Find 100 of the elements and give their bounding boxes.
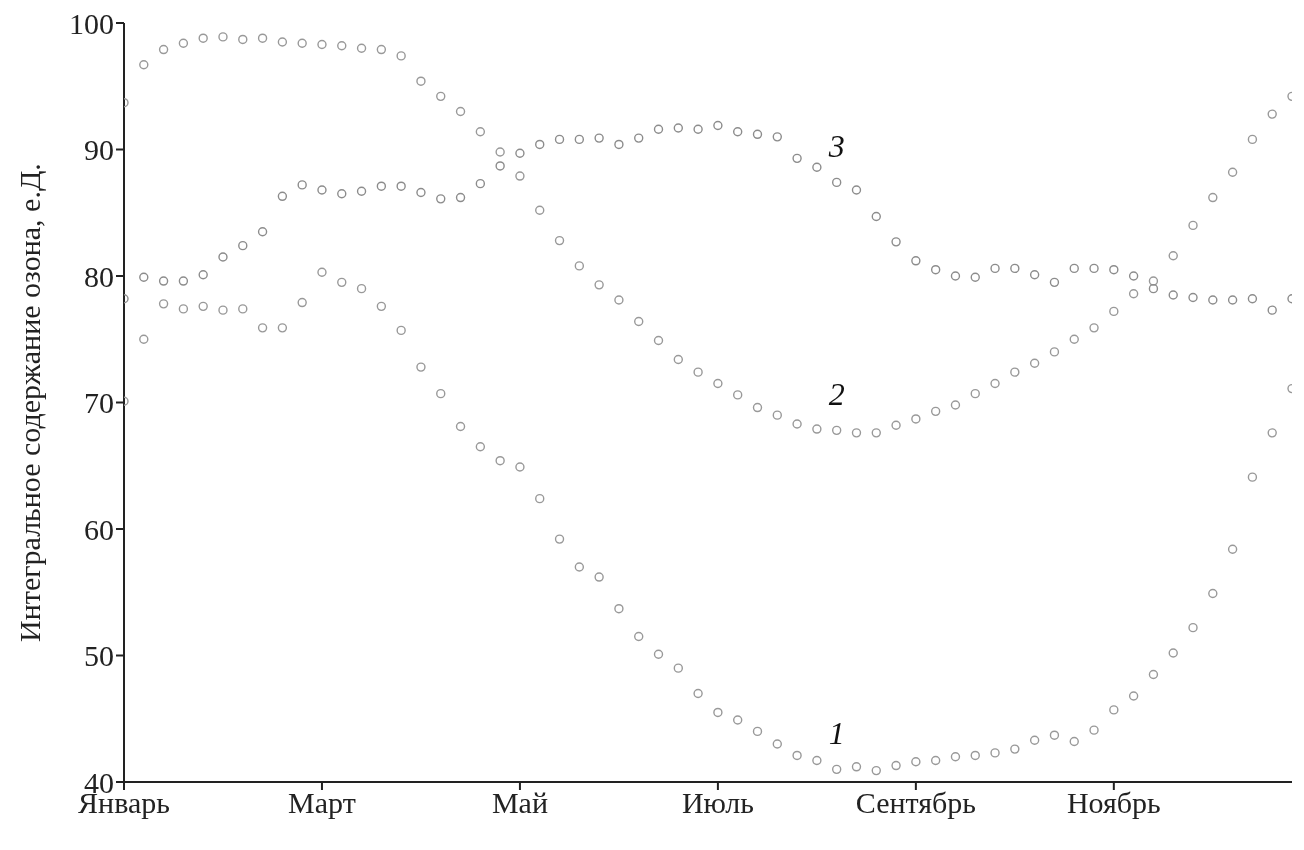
point: [535, 493, 545, 504]
point: [535, 205, 545, 215]
point: [198, 270, 208, 280]
point: [495, 455, 505, 466]
point: [1168, 648, 1178, 658]
point: [831, 764, 842, 775]
point: [317, 39, 327, 50]
x-tick-label: Май: [491, 786, 548, 820]
point: [1188, 622, 1198, 633]
point: [1148, 283, 1159, 294]
point: [297, 38, 307, 48]
x-tick-label: Сентябрь: [855, 786, 976, 820]
point: [851, 762, 862, 772]
point: [752, 129, 763, 140]
y-tick-label: 100: [69, 6, 114, 40]
point: [594, 572, 604, 582]
point: [475, 127, 486, 137]
point: [891, 760, 901, 771]
point: [713, 120, 723, 131]
point: [1227, 295, 1238, 305]
point: [1188, 292, 1198, 303]
point: [416, 362, 426, 372]
point: [1029, 270, 1040, 280]
point: [891, 420, 901, 430]
point: [396, 325, 406, 336]
point: [831, 425, 842, 436]
point: [673, 123, 684, 133]
point: [733, 715, 743, 725]
point: [297, 180, 307, 190]
point: [455, 192, 466, 203]
point: [1247, 472, 1258, 482]
series-label: 2: [828, 376, 845, 413]
point: [970, 272, 980, 282]
point: [653, 335, 664, 346]
point: [1029, 358, 1040, 368]
point: [1109, 705, 1119, 715]
point: [1148, 669, 1159, 680]
point: [495, 147, 505, 157]
y-tick-label: 60: [84, 512, 114, 546]
point: [554, 134, 565, 145]
point: [1168, 290, 1178, 300]
point: [594, 133, 604, 143]
point: [337, 277, 347, 288]
point: [1010, 744, 1020, 754]
point: [634, 133, 644, 143]
point: [376, 181, 387, 191]
point: [990, 263, 1000, 274]
point: [673, 354, 684, 365]
point: [792, 153, 802, 164]
point: [238, 240, 248, 251]
point: [1109, 306, 1119, 317]
point: [693, 367, 703, 377]
point: [356, 283, 367, 294]
point: [178, 38, 189, 48]
point: [515, 148, 525, 158]
point: [594, 280, 604, 290]
point: [1128, 691, 1139, 701]
point: [851, 185, 862, 195]
point: [871, 428, 881, 438]
point: [218, 32, 228, 42]
point: [970, 750, 980, 761]
point: [851, 428, 862, 438]
point: [1208, 295, 1218, 305]
point: [1010, 263, 1020, 274]
point: [198, 33, 208, 43]
y-tick-label: 90: [84, 133, 114, 167]
point: [812, 424, 822, 434]
point: [535, 139, 545, 150]
point: [436, 388, 446, 399]
point: [772, 132, 782, 142]
point: [574, 134, 585, 145]
point: [634, 316, 644, 327]
point: [1089, 323, 1099, 333]
point: [614, 295, 624, 305]
point: [158, 299, 169, 309]
point: [693, 124, 703, 134]
point: [970, 388, 980, 399]
point: [475, 178, 486, 189]
point: [495, 161, 505, 171]
point: [436, 194, 446, 204]
point: [475, 442, 486, 452]
point: [713, 378, 723, 389]
point: [198, 301, 208, 312]
point: [930, 755, 941, 766]
point: [871, 211, 881, 222]
point: [1267, 109, 1277, 119]
point: [1188, 220, 1198, 231]
point: [257, 227, 268, 237]
point: [653, 649, 664, 659]
point: [1247, 294, 1258, 304]
point: [574, 261, 585, 271]
point: [1208, 588, 1218, 599]
point: [653, 124, 664, 134]
point: [1049, 730, 1060, 740]
point: [990, 748, 1000, 758]
point: [1227, 167, 1238, 177]
point: [1069, 736, 1079, 747]
point: [1247, 134, 1258, 145]
point: [752, 726, 763, 737]
point: [515, 462, 525, 472]
